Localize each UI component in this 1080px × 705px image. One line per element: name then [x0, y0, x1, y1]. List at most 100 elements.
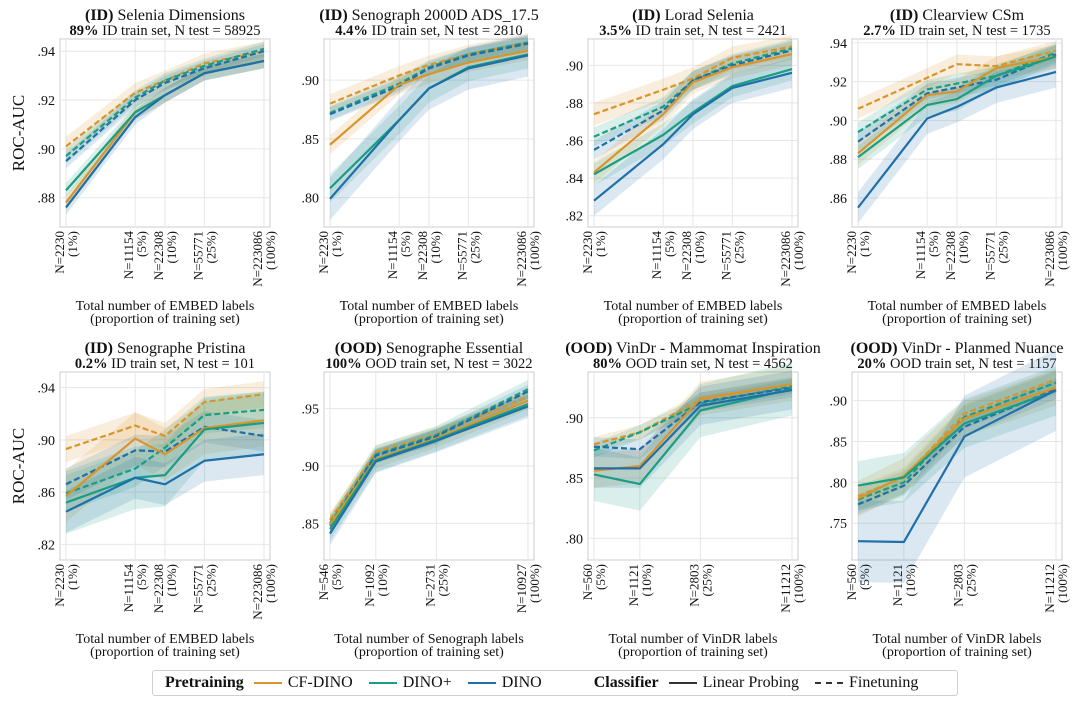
panel-5-subtitle-text: ID train set, N test = 101: [108, 356, 256, 372]
panel-2-ytick-label: .85: [302, 133, 320, 148]
panel-5-xtick-label: N=55771: [190, 564, 205, 613]
legend-label-finetuning: Finetuning: [849, 674, 919, 691]
panel-6-title: (OOD) Senographe Essential: [335, 340, 524, 357]
panel-2-xtick-sublabel: (10%): [428, 231, 443, 264]
panel-1-xtick-label: N=22308: [151, 231, 166, 280]
panel-6-line-dino-linear-probing: [329, 405, 529, 535]
panel-1-xtick-sublabel: (100%): [263, 231, 278, 270]
panel-8-xtick-label: N=1121: [890, 564, 905, 606]
panel-8-ytick-label: .90: [830, 395, 848, 410]
panel-4-band-cf-dino-finetuning: [858, 40, 1056, 119]
panel-8-ytick-label: .85: [830, 435, 848, 450]
panel-8-subtitle-text: OOD train set, N test = 1157: [886, 356, 1056, 372]
panel-2-band-dino-plus-finetuning: [330, 35, 528, 121]
panel-4-ytick-label: .94: [830, 37, 848, 52]
panel-3-title-bold: (ID): [632, 7, 660, 24]
panel-5-ytick-label: .90: [38, 434, 56, 449]
panel-5-xtick-label: N=2230: [52, 564, 67, 607]
panel-7-xtick-label: N=2803: [686, 564, 701, 607]
panel-2-line-dino-linear-probing: [329, 54, 529, 200]
panel-1-band-dino-plus-linear-probing: [66, 53, 264, 198]
panel-1-xtick-sublabel: (1%): [65, 231, 80, 257]
panel-1-band-cf-dino-linear-probing: [66, 53, 264, 210]
panel-3-title: (ID) Lorad Selenia: [632, 7, 754, 24]
legend-swatch-dino: [467, 682, 496, 684]
panel-4-line-dino-plus-linear-probing: [857, 55, 1057, 159]
panel-3-line-dino-finetuning: [593, 49, 793, 151]
panel-5-subtitle-bold: 0.2%: [75, 356, 108, 372]
panel-2: (ID) Senograph 2000D ADS_17.54.4% ID tra…: [302, 7, 543, 327]
panel-3-line-dino-linear-probing: [593, 71, 793, 202]
panel-1-subtitle-bold: 89%: [69, 23, 98, 39]
panel-2-subtitle: 4.4% ID train set, N test = 2810: [335, 23, 522, 39]
panel-2-xtick-label: N=55771: [454, 231, 469, 280]
legend-entry-dino-plus: DINO+: [368, 674, 452, 692]
panel-7-xlabel-sub: (proportion of training set): [618, 645, 768, 660]
panel-4-xtick-sublabel: (5%): [926, 231, 941, 257]
panel-7-frame: [587, 371, 799, 561]
panel-1-subtitle-text: ID train set, N test = 58925: [98, 23, 260, 39]
legend-swatch-linear-probing: [668, 682, 697, 684]
panel-5-ylabel: ROC-AUC: [9, 428, 28, 505]
panel-1-ytick-label: .94: [38, 45, 56, 60]
panel-2-xtick-label: N=11154: [385, 231, 400, 280]
panel-8-xtick-sublabel: (25%): [963, 564, 978, 597]
panel-2-xlabel: Total number of EMBED labels: [340, 299, 519, 314]
panel-2-line-dino-finetuning: [329, 42, 529, 116]
panel-8-ytick-label: .80: [830, 476, 848, 491]
panel-7-line-dino-finetuning: [593, 386, 793, 451]
panel-6-band-dino-plus-linear-probing: [330, 392, 528, 541]
panel-7-xtick-label: N=1121: [626, 564, 641, 606]
panel-2-ytick-label: .80: [302, 192, 320, 207]
legend-label-dino-plus: DINO+: [402, 674, 452, 691]
panel-6-ytick-label: .95: [302, 403, 320, 418]
panel-5-xlabel: Total number of EMBED labels: [76, 632, 255, 647]
panel-8-subtitle-bold: 20%: [857, 356, 886, 372]
panel-3-line-dino-plus-finetuning: [593, 47, 793, 138]
panel-4-line-cf-dino-finetuning: [857, 49, 1057, 110]
panel-1-xtick-label: N=2230: [52, 231, 67, 274]
panel-4-line-dino-linear-probing: [857, 70, 1057, 209]
panel-8-xlabel: Total number of VinDR labels: [872, 632, 1041, 647]
panel-2-xtick-label: N=22308: [415, 231, 430, 280]
panel-1-subtitle: 89% ID train set, N test = 58925: [69, 23, 260, 39]
panel-5-xtick-sublabel: (100%): [263, 564, 278, 603]
panel-1-band-dino-linear-probing: [66, 53, 264, 215]
panel-6-xtick-sublabel: (5%): [329, 564, 344, 590]
legend-label-cf-dino: CF-DINO: [287, 674, 353, 691]
panel-2-line-dino-plus-finetuning: [329, 41, 529, 115]
panel-1-line-cf-dino-finetuning: [65, 50, 265, 148]
panel-3-xtick-sublabel: (5%): [662, 231, 677, 257]
panel-3-xtick-label: N=11154: [649, 231, 664, 280]
panel-1-xlabel: Total number of EMBED labels: [76, 299, 255, 314]
panel-8-title-text: VinDr - Planmed Nuance: [898, 340, 1064, 357]
panel-7-line-dino-plus-finetuning: [593, 385, 793, 452]
panel-2-xtick-sublabel: (100%): [527, 231, 542, 270]
panel-5-band-dino-plus-finetuning: [66, 391, 264, 512]
panel-7-title-bold: (OOD): [565, 340, 612, 357]
panel-3-xtick-label: N=22308: [679, 231, 694, 280]
panel-6-band-dino-linear-probing: [330, 394, 528, 546]
panel-6-subtitle: 100% OOD train set, N test = 3022: [325, 356, 532, 372]
panel-2-line-cf-dino-linear-probing: [329, 49, 529, 146]
panel-8-line-dino-linear-probing: [857, 389, 1057, 544]
panel-3-xtick-sublabel: (100%): [791, 231, 806, 270]
panel-3-band-dino-plus-linear-probing: [594, 57, 792, 186]
panel-8-xtick-label: N=11212: [1042, 564, 1057, 613]
panel-8-title: (OOD) VinDr - Planmed Nuance: [851, 340, 1064, 357]
legend: Pretraining CF-DINO DINO+ DINO Classifie…: [152, 670, 958, 696]
panel-3-band-dino-linear-probing: [594, 57, 792, 216]
panel-4-title-bold: (ID): [890, 7, 918, 24]
panel-7-xtick-label: N=560: [580, 564, 595, 600]
panel-7-title-text: VinDr - Mammomat Inspiration: [612, 340, 821, 357]
panel-2-subtitle-bold: 4.4%: [335, 23, 368, 39]
panel-6-title-bold: (OOD): [335, 340, 382, 357]
panel-4-xtick-label: N=55771: [982, 231, 997, 280]
panel-8-line-cf-dino-finetuning: [857, 378, 1057, 498]
panel-4-ytick-label: .92: [830, 76, 848, 91]
panel-5-line-dino-finetuning: [65, 425, 265, 486]
panel-7-ytick-label: .85: [566, 472, 584, 487]
panel-7-subtitle-text: OOD train set, N test = 4562: [622, 356, 793, 372]
